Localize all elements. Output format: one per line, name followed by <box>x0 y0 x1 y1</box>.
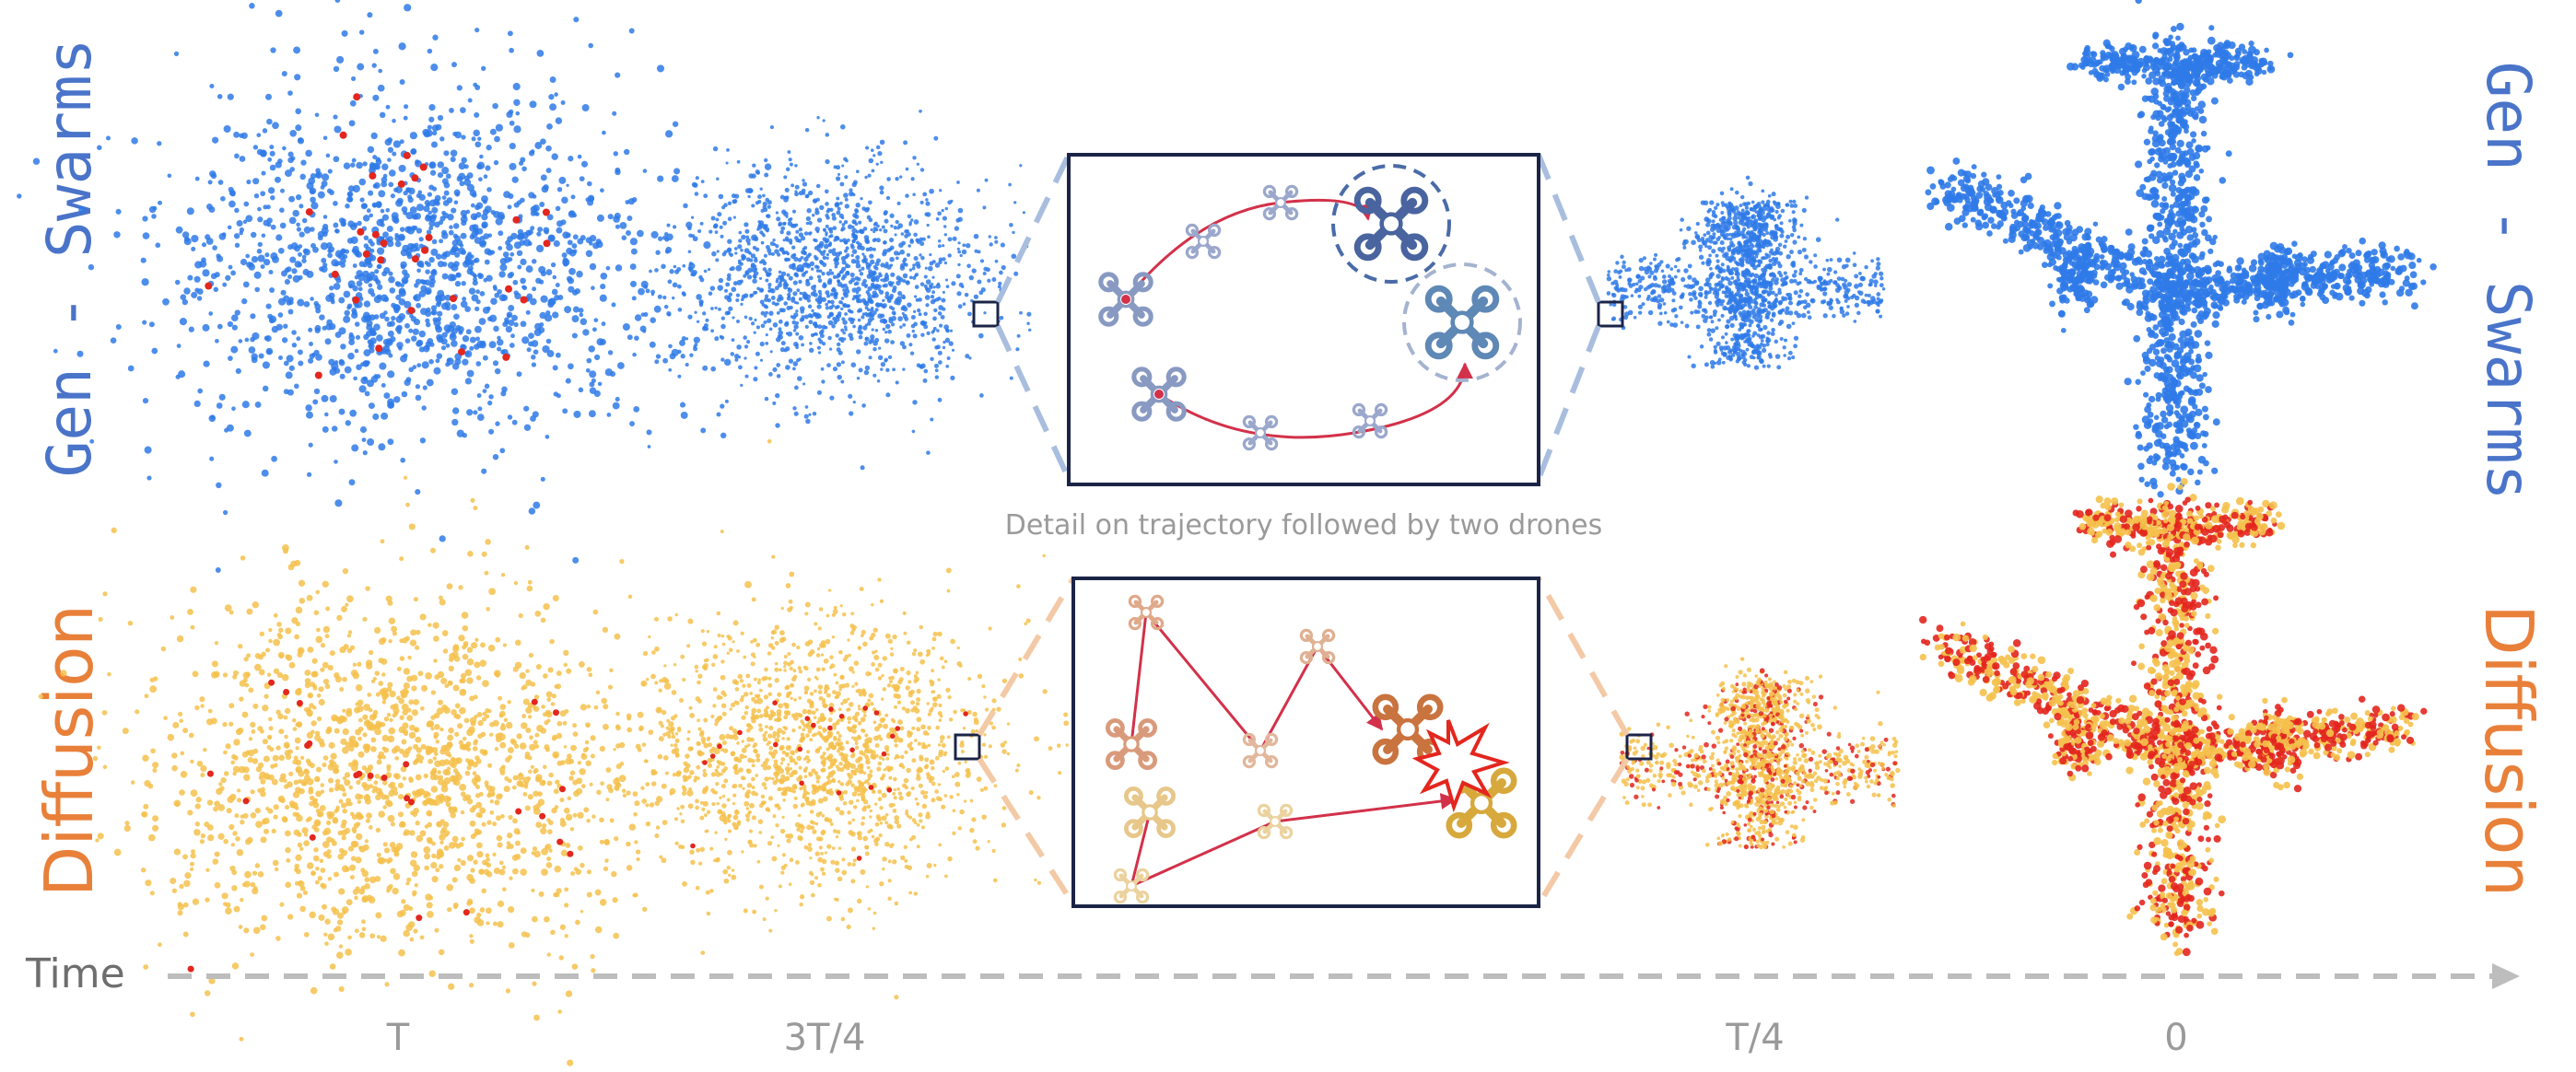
cloud-gen-3T4 <box>566 109 1172 471</box>
trajectory-curve-bottom <box>1158 362 1473 439</box>
cloud-diff-3T4 <box>554 438 1070 1000</box>
cloud-gen-0 <box>1925 0 2437 498</box>
time-label: Time <box>25 950 125 997</box>
zoom-box-diff-t4 <box>1625 733 1653 761</box>
zoom-box-diff-3t4 <box>954 733 981 761</box>
detail-panel-gen-swarms <box>1067 153 1540 486</box>
time-step-3T4: 3T/4 <box>784 1017 866 1059</box>
trajectory-zigzag-top <box>1130 609 1384 753</box>
drone-safety-ring-1 <box>1331 164 1451 284</box>
trajectory-curve-top <box>1124 198 1374 300</box>
cloud-gen-T <box>17 0 820 573</box>
detail-caption: Detail on trajectory followed by two dro… <box>1005 509 1603 542</box>
time-step-T: T <box>386 1017 410 1059</box>
diffusion-label-left: Diffusion <box>30 604 108 897</box>
zoom-box-gen-t4 <box>1597 300 1624 328</box>
point-clouds <box>17 0 2437 1066</box>
arrow-right-icon <box>2492 963 2520 989</box>
detail-panel-diffusion <box>1071 577 1540 908</box>
cloud-diff-T <box>38 475 795 1066</box>
gen-swarms-label-left: Gen - Swarms <box>34 39 105 478</box>
time-step-T4: T/4 <box>1725 1017 1784 1059</box>
diffusion-label-right: Diffusion <box>2470 604 2547 897</box>
drone-safety-ring-2 <box>1402 262 1522 382</box>
cloud-gen-T4 <box>1606 175 1886 370</box>
gen-swarms-label-right: Gen - Swarms <box>2473 62 2544 501</box>
collision-burst-icon <box>1411 719 1510 813</box>
cloud-diff-T4 <box>1619 657 1901 850</box>
zoom-lines-blue <box>995 153 1601 481</box>
cloud-diff-0 <box>1919 478 2428 957</box>
zoom-box-gen-3t4 <box>972 300 1000 328</box>
zoom-lines-orange <box>977 577 1630 906</box>
time-step-0: 0 <box>2164 1017 2187 1059</box>
